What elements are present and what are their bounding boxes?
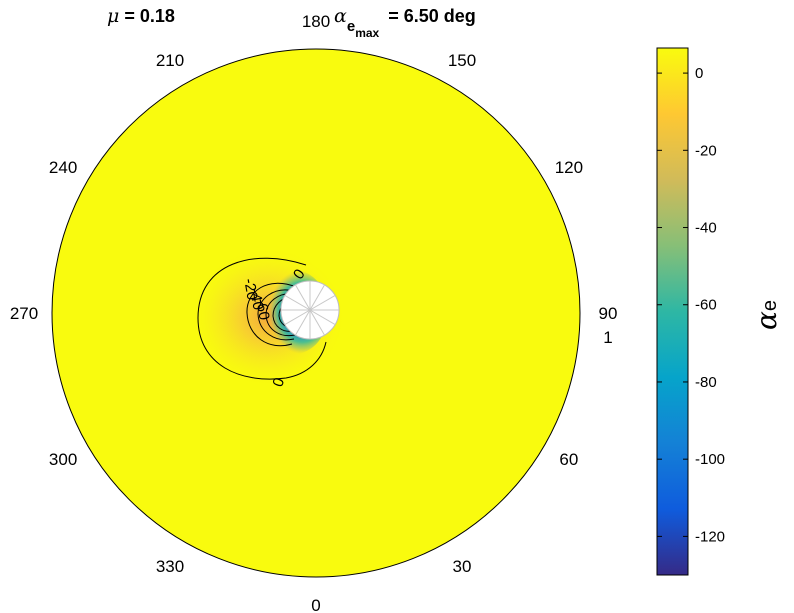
rotor-hub-spoke xyxy=(295,284,311,311)
colorbar-tick-label: 0 xyxy=(695,65,703,82)
angular-tick-label: 240 xyxy=(49,158,77,177)
colorbar-tick-label: -120 xyxy=(695,528,725,545)
rotor-hub-spoke xyxy=(309,309,336,325)
contour-minus60 xyxy=(265,293,296,337)
title-mu-symbol: μ xyxy=(107,5,119,27)
chart-title-left: μ = 0.18 xyxy=(107,5,175,27)
angular-tick-label: 210 xyxy=(156,51,184,70)
angular-tick-label: 30 xyxy=(453,557,472,576)
chart-title-right: αemax = 6.50 deg xyxy=(334,5,476,40)
colorbar-tick-label: -40 xyxy=(695,220,717,237)
title-alpha-subscript: e xyxy=(347,18,355,35)
colorbar-tick-label: -20 xyxy=(695,142,717,159)
rotor-hub xyxy=(280,280,340,340)
title-alpha-symbol: α xyxy=(334,5,347,27)
colorbar-label: αe xyxy=(750,300,783,330)
angular-tick-label: 60 xyxy=(559,450,578,469)
angular-tick-label: 120 xyxy=(555,158,583,177)
colorbar-gradient xyxy=(656,47,689,576)
angular-tick-label: 90 xyxy=(599,304,618,323)
colorbar-label-subscript: e xyxy=(759,300,781,311)
colorbar-tick-label: -80 xyxy=(695,374,717,391)
contour-0-outer xyxy=(197,257,327,380)
rotor-hub-spoke xyxy=(284,295,311,311)
rotor-hub-spoke xyxy=(309,309,325,336)
angular-tick-label: 330 xyxy=(156,557,184,576)
colorbar-tick-label: -100 xyxy=(695,451,725,468)
angular-tick-label: 300 xyxy=(49,450,77,469)
colorbar: 0 -20 -40 -60 -80 -100 -120 αe xyxy=(656,47,783,576)
title-alpha-subsubscript: max xyxy=(355,26,379,40)
rotor-hub-spoke xyxy=(309,295,336,311)
angular-tick-label: 150 xyxy=(448,51,476,70)
angular-tick-label: 270 xyxy=(10,304,38,323)
title-alpha-value: = 6.50 deg xyxy=(383,6,476,26)
contour-minus20 xyxy=(246,282,297,347)
rotor-hub-spoke xyxy=(309,284,325,311)
polar-disk-edge xyxy=(51,48,581,578)
angular-tick-label: 0 xyxy=(311,596,320,613)
radial-tick-label: 1 xyxy=(603,328,612,347)
contour-labels: 00-20-40-60 xyxy=(240,266,308,389)
contour-minus40 xyxy=(257,289,295,341)
title-mu-value: = 0.18 xyxy=(119,6,175,26)
contour-label: -40 xyxy=(246,287,267,311)
contour-label: -20 xyxy=(240,277,261,301)
angular-tick-label: 180 xyxy=(302,12,330,31)
colorbar-tick-label: -60 xyxy=(695,297,717,314)
contour-label: -60 xyxy=(252,297,273,321)
rotor-hub-spoke xyxy=(284,309,311,325)
colorbar-ticks: 0 -20 -40 -60 -80 -100 -120 xyxy=(657,65,725,545)
rotor-hub-spoke xyxy=(295,309,311,336)
colorbar-label-symbol: α xyxy=(750,311,783,330)
angular-tick-labels: 0 30 60 90 120 150 180 210 240 270 300 330 xyxy=(10,12,618,613)
polar-plot: 00-20-40-60 0 30 60 90 120 150 180 210 240 270 300… xyxy=(10,12,618,613)
